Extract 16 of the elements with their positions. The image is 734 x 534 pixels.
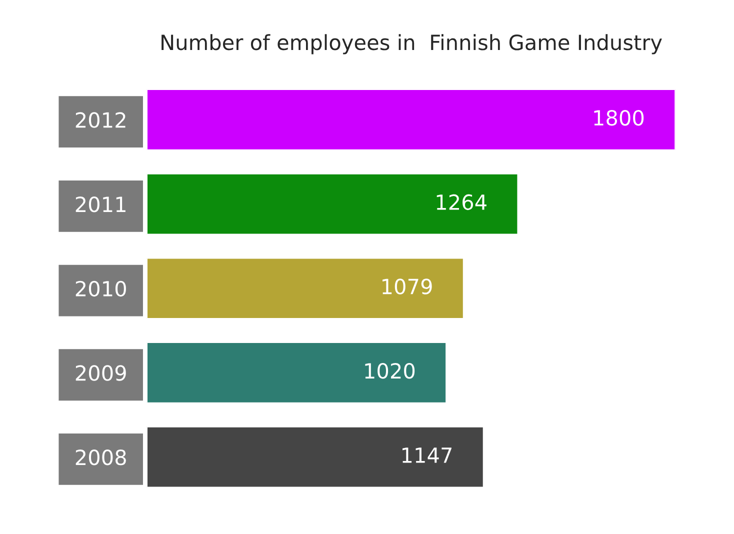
data-label: 1147	[402, 448, 452, 463]
bar	[146, 88, 676, 151]
bar	[146, 426, 484, 488]
y-tick-label: 2008	[76, 449, 126, 466]
data-label: 1079	[382, 278, 432, 294]
data-label: 1020	[365, 362, 415, 379]
bar	[146, 342, 447, 404]
y-tick-label: 2012	[76, 112, 126, 128]
chart-title: Number of employees in Finnish Game Industry	[162, 34, 662, 54]
y-tick-label: 2010	[76, 280, 126, 297]
y-tick-label: 2009	[76, 365, 126, 381]
bar	[146, 172, 519, 236]
data-label: 1800	[594, 110, 644, 126]
data-label: 1264	[436, 194, 486, 210]
bar	[146, 257, 464, 320]
y-tick-label: 2011	[76, 196, 126, 212]
